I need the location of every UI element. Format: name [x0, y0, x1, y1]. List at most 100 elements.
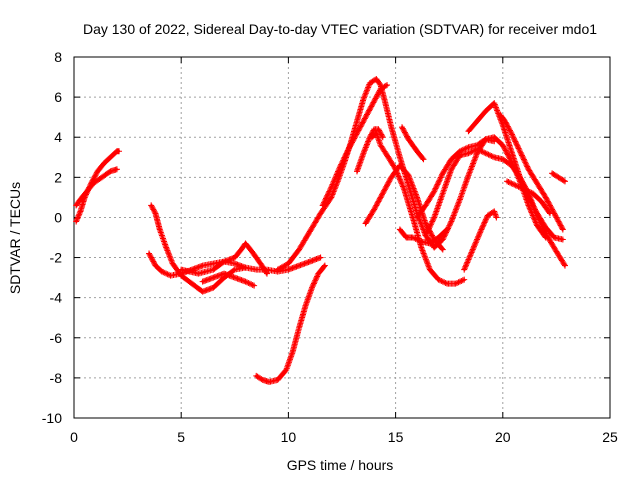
data-point: [240, 248, 243, 251]
data-point: [441, 238, 444, 241]
data-point: [450, 220, 453, 223]
series-pass-u: [549, 170, 568, 185]
data-point: [201, 290, 204, 293]
data-point: [458, 154, 462, 157]
data-point: [267, 380, 271, 384]
data-point: [304, 304, 307, 307]
data-point: [222, 272, 226, 275]
data-point: [407, 184, 410, 187]
data-point: [471, 248, 474, 251]
data-point: [379, 144, 382, 147]
data-point: [201, 264, 204, 267]
marker-trace: [253, 262, 328, 385]
data-point: [287, 262, 290, 265]
data-point: [518, 150, 522, 153]
data-point: [347, 148, 350, 151]
data-point: [467, 130, 470, 133]
data-point: [92, 182, 95, 185]
data-point: [441, 248, 444, 251]
marker-trace: [274, 76, 498, 273]
data-point: [250, 250, 254, 253]
data-point: [383, 99, 387, 103]
data-point: [276, 268, 279, 271]
data-point: [493, 101, 496, 105]
data-point: [115, 150, 119, 153]
series-pass-i: [319, 82, 391, 209]
data-point: [402, 188, 406, 191]
series-pass-e: [178, 240, 270, 277]
y-tick-label: 8: [54, 49, 62, 65]
data-point: [255, 268, 258, 271]
data-point: [323, 264, 327, 267]
data-point: [212, 286, 215, 289]
series-pass-m: [362, 162, 446, 253]
data-point: [355, 119, 359, 123]
data-point: [160, 270, 164, 273]
data-point: [563, 264, 567, 267]
chart-title: Day 130 of 2022, Sidereal Day-to-day VTE…: [83, 21, 597, 37]
y-tick-label: 4: [54, 129, 62, 145]
data-point: [398, 164, 402, 167]
series-pass-b: [73, 166, 120, 209]
data-point: [285, 368, 288, 372]
data-point: [370, 136, 374, 139]
data-point: [398, 156, 402, 159]
axis-ticks: 0 5 10 15 20 25 -10 -8 -6 -4 -2 0 2 4 6 8: [42, 49, 618, 445]
data-point: [458, 150, 462, 153]
data-point: [486, 214, 489, 217]
data-point: [441, 192, 444, 195]
data-point: [180, 272, 183, 275]
series-pass-f: [199, 270, 258, 289]
data-point: [422, 158, 425, 161]
data-point: [310, 286, 314, 289]
y-tick-label: -4: [50, 290, 63, 306]
x-tick-label: 15: [388, 429, 404, 445]
y-tick-label: -6: [50, 330, 63, 346]
data-point: [308, 230, 312, 233]
data-point: [233, 262, 236, 265]
data-point: [169, 274, 172, 277]
data-point: [454, 282, 457, 285]
data-point: [398, 228, 402, 231]
data-point: [467, 152, 470, 155]
data-point: [372, 208, 376, 211]
data-point: [390, 176, 393, 179]
data-point: [364, 222, 367, 225]
data-point: [535, 224, 539, 227]
data-point: [527, 204, 530, 207]
data-point: [308, 260, 312, 263]
y-tick-label: 2: [54, 169, 62, 185]
data-point: [407, 174, 410, 177]
data-point: [74, 204, 78, 207]
data-point: [540, 200, 543, 203]
y-tick-label: -8: [50, 370, 63, 386]
data-point: [255, 374, 258, 378]
data-point: [355, 170, 359, 173]
data-point: [432, 216, 436, 219]
data-point: [297, 264, 301, 267]
data-point: [544, 232, 547, 235]
data-point: [499, 113, 502, 117]
data-point: [501, 123, 504, 127]
x-tick-label: 0: [70, 429, 78, 445]
data-point: [484, 152, 487, 155]
data-point: [510, 150, 513, 153]
data-point: [411, 236, 414, 239]
marker-trace: [148, 202, 249, 295]
data-point: [555, 250, 558, 253]
data-point: [154, 212, 157, 215]
data-point: [180, 268, 183, 271]
data-point: [531, 192, 535, 195]
data-point: [535, 212, 539, 215]
data-point: [458, 198, 462, 201]
data-point: [381, 192, 384, 195]
data-point: [265, 272, 269, 275]
data-point: [445, 282, 449, 285]
series-pass-n: [396, 226, 451, 247]
data-point: [450, 168, 453, 171]
data-point: [222, 260, 226, 263]
data-point: [259, 262, 262, 265]
data-point: [319, 256, 322, 259]
data-point: [362, 97, 365, 101]
data-point: [495, 216, 498, 219]
